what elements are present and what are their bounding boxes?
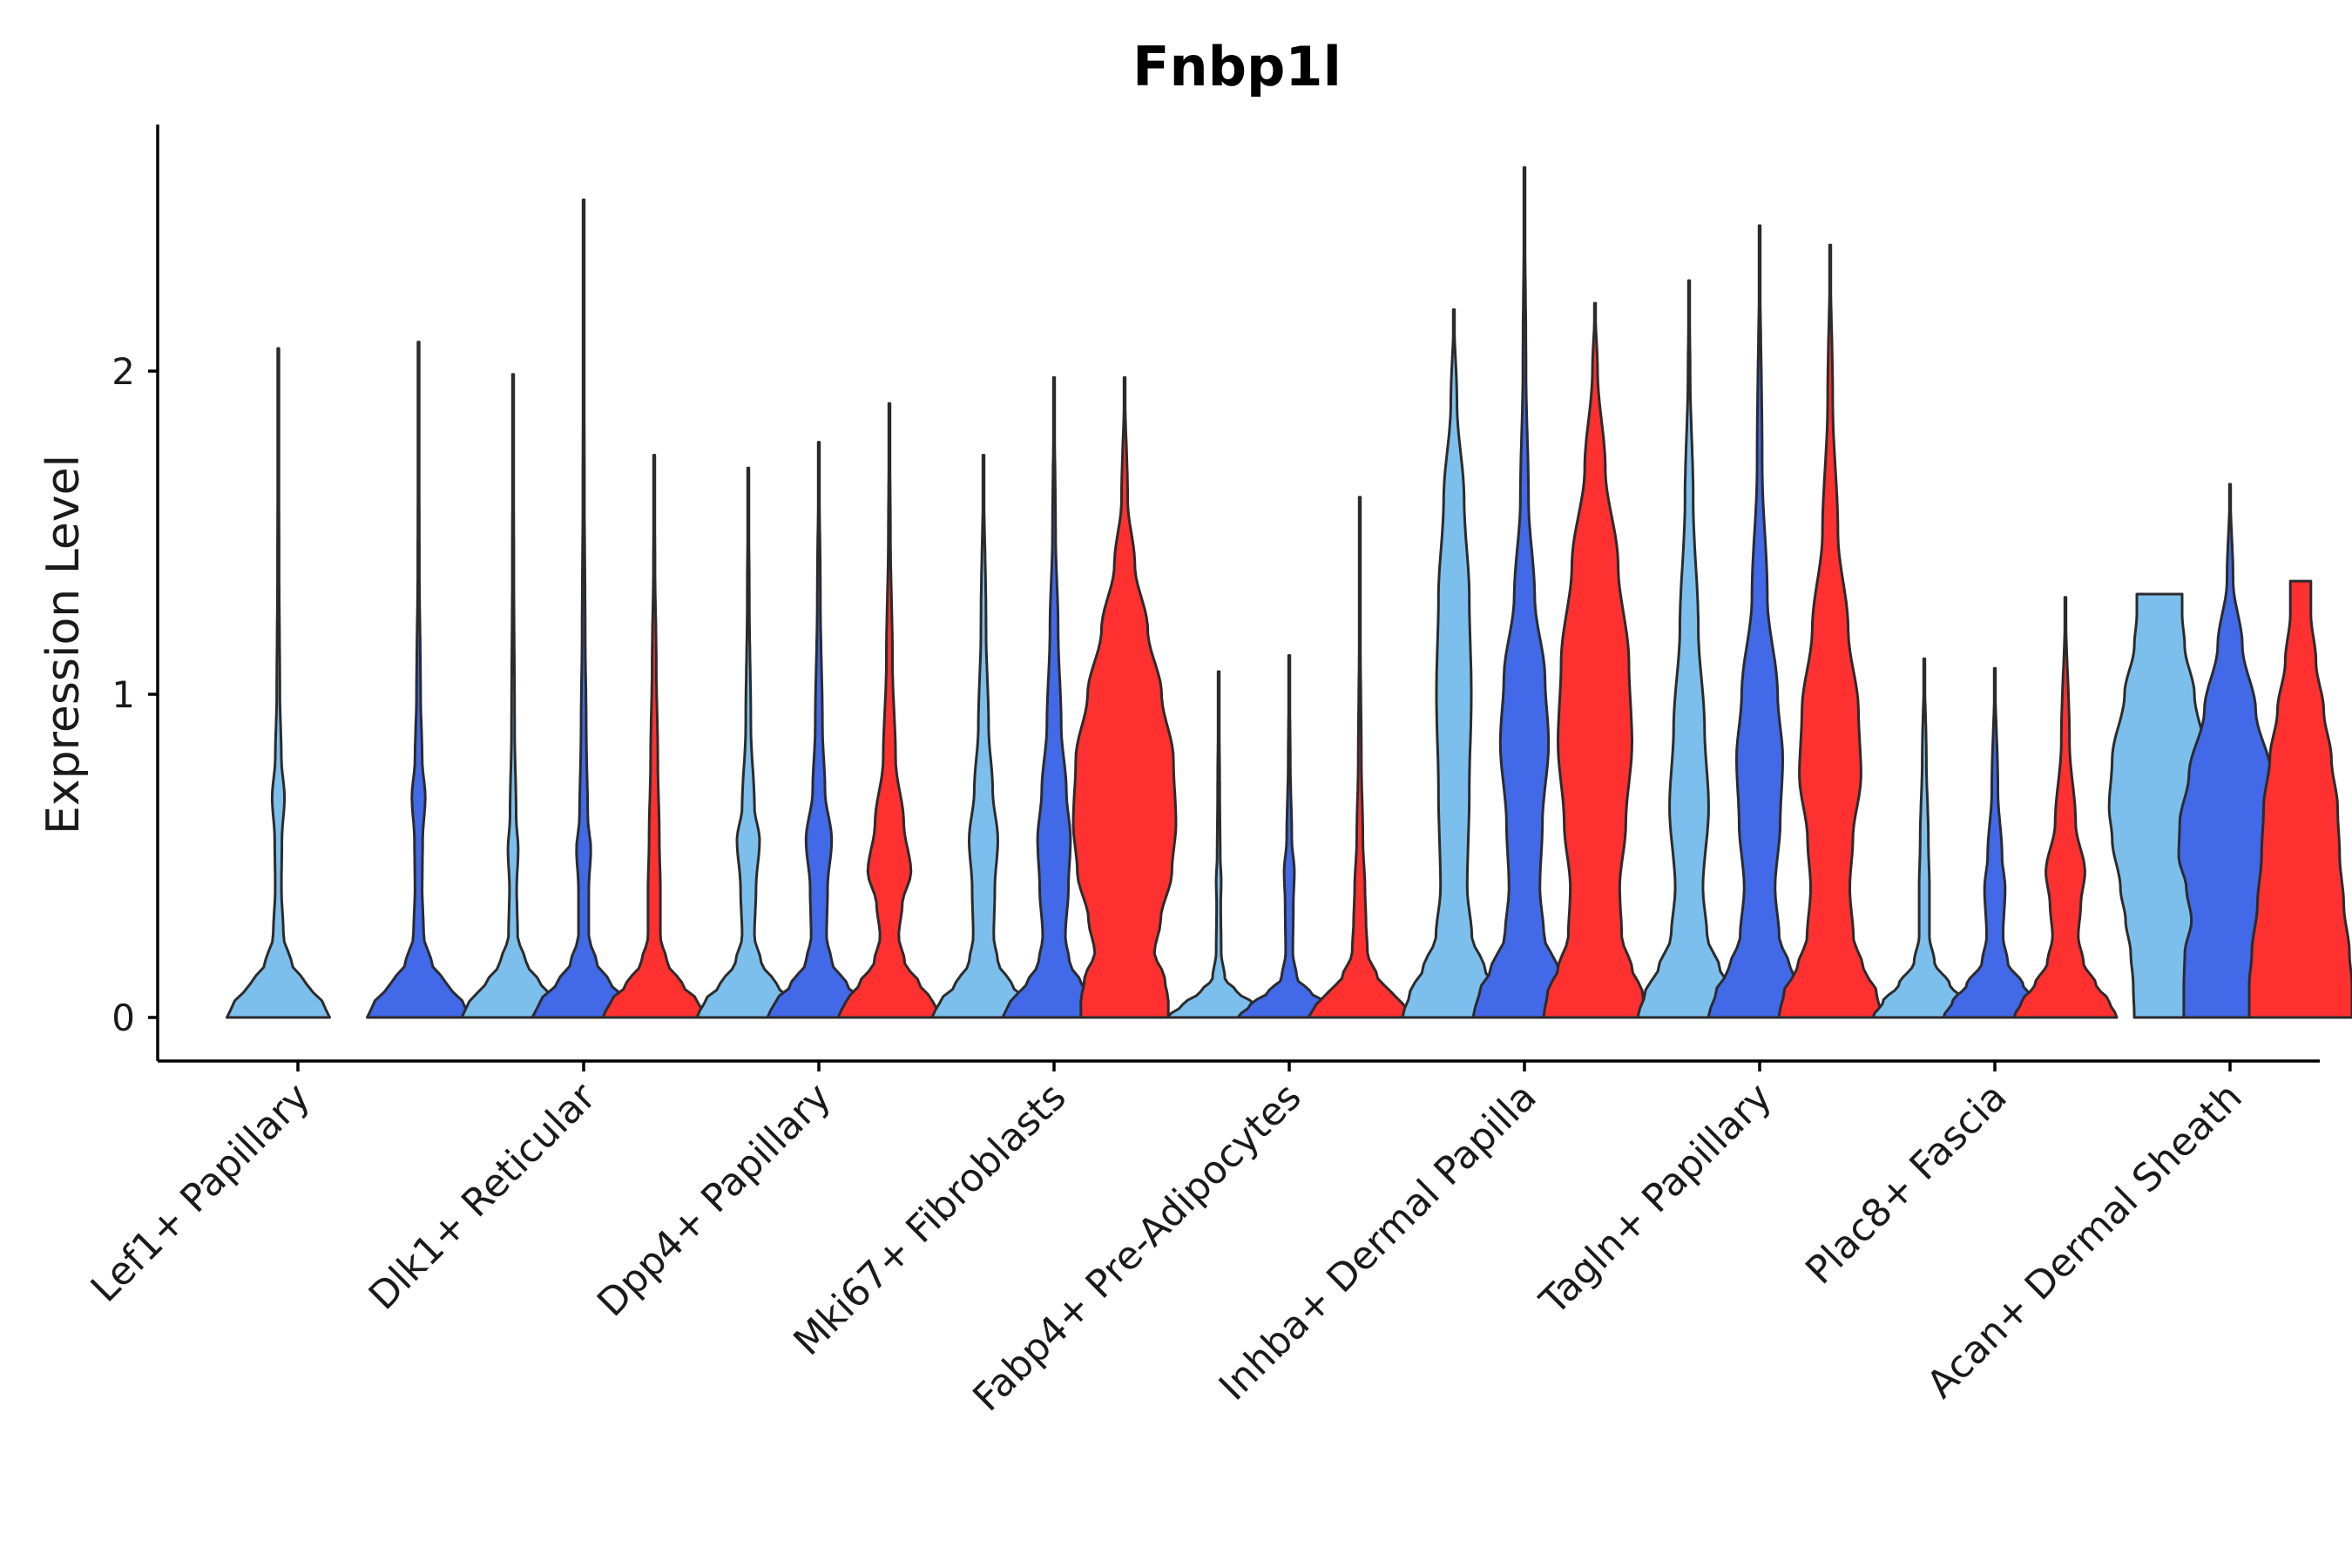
axes xyxy=(156,125,2320,1063)
violin-6-3 xyxy=(1542,301,1648,1019)
violin-6-1 xyxy=(1401,308,1507,1019)
violin-2-3 xyxy=(601,454,707,1019)
violin-5-2 xyxy=(1236,654,1342,1019)
violin-5-1 xyxy=(1166,670,1272,1019)
violin-1-1 xyxy=(226,347,331,1019)
x-tick-label: Plac8+ Fascia xyxy=(1797,1075,2016,1294)
violin-2-2 xyxy=(531,198,637,1019)
violin-4-2 xyxy=(1001,375,1107,1019)
y-tick-label: 1 xyxy=(112,673,135,716)
violin-3-2 xyxy=(766,441,872,1019)
x-tick-label: Lef1+ Papillary xyxy=(83,1075,319,1311)
violin-9-3 xyxy=(2247,579,2352,1019)
violin-2-1 xyxy=(460,373,566,1019)
y-tick-label: 2 xyxy=(112,350,135,393)
violin-8-3 xyxy=(2012,596,2119,1019)
violin-4-3 xyxy=(1071,375,1178,1019)
x-tick-label: Dpp4+ Papillary xyxy=(589,1075,840,1326)
violin-7-1 xyxy=(1636,279,1742,1019)
x-tick-label: Tagln+ Papillary xyxy=(1531,1075,1781,1324)
violin-1-2 xyxy=(366,341,471,1019)
violin-7-2 xyxy=(1707,224,1813,1019)
chart-title: Fnbp1l xyxy=(1132,35,1342,98)
y-axis-label: Expression Level xyxy=(37,455,90,835)
y-ticks: 0 1 2 xyxy=(112,350,158,1039)
violin-5-3 xyxy=(1307,496,1413,1019)
violin-6-2 xyxy=(1471,166,1578,1019)
violin-3-1 xyxy=(695,466,801,1019)
x-tick-label: Dlk1+ Reticular xyxy=(361,1074,605,1319)
violin-layer xyxy=(226,166,2352,1019)
violin-4-1 xyxy=(930,454,1037,1019)
violin-8-2 xyxy=(1942,666,2048,1019)
y-tick-label: 0 xyxy=(112,997,135,1039)
violin-8-1 xyxy=(1871,657,1977,1019)
violin-7-3 xyxy=(1777,243,1883,1019)
violin-3-3 xyxy=(836,402,943,1019)
